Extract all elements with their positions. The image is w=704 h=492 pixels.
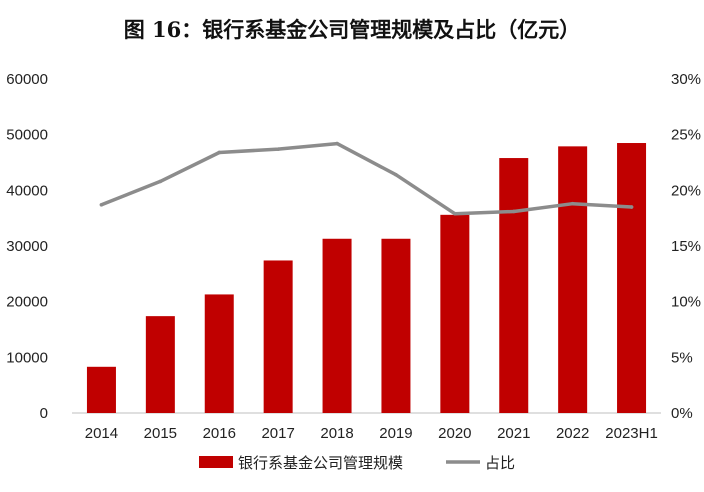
share-point bbox=[394, 172, 398, 177]
right-tick-label: 20% bbox=[671, 182, 701, 199]
x-tick-label: 2022 bbox=[556, 425, 589, 442]
right-tick-label: 30% bbox=[671, 71, 701, 88]
x-tick-label: 2015 bbox=[144, 425, 177, 442]
bar bbox=[86, 366, 116, 413]
left-tick-label: 50000 bbox=[6, 127, 48, 144]
left-tick-label: 30000 bbox=[6, 238, 48, 255]
x-axis-labels: 2014 2015 2016 2017 2018 2019 2020 2021 2022 2023… bbox=[85, 425, 658, 442]
x-tick-label: 2018 bbox=[320, 425, 353, 442]
right-tick-label: 10% bbox=[671, 294, 701, 311]
share-point bbox=[99, 203, 104, 207]
share-point bbox=[570, 201, 575, 206]
left-tick-label: 40000 bbox=[6, 182, 48, 199]
share-point bbox=[276, 147, 280, 151]
share-point bbox=[629, 205, 634, 209]
x-tick-label: 2023H1 bbox=[605, 425, 658, 442]
x-tick-label: 2020 bbox=[438, 425, 471, 442]
share-point bbox=[217, 150, 222, 155]
share-point bbox=[511, 209, 516, 214]
left-tick-label: 10000 bbox=[6, 349, 48, 366]
right-tick-label: 25% bbox=[671, 127, 701, 144]
left-tick-label: 60000 bbox=[6, 71, 48, 88]
bar bbox=[440, 214, 470, 413]
right-tick-label: 0% bbox=[671, 405, 693, 422]
x-tick-label: 2014 bbox=[85, 425, 118, 442]
share-line bbox=[99, 141, 634, 216]
right-tick-label: 15% bbox=[671, 238, 701, 255]
right-axis-ticks: 0% 5% 10% 15% 20% 25% 30% bbox=[671, 71, 701, 422]
bar bbox=[381, 238, 411, 413]
share-point bbox=[453, 211, 457, 216]
bar bbox=[499, 158, 529, 413]
x-tick-label: 2019 bbox=[379, 425, 412, 442]
x-tick-label: 2021 bbox=[497, 425, 530, 442]
bar bbox=[558, 146, 588, 413]
right-tick-label: 5% bbox=[671, 349, 693, 366]
bar-series bbox=[86, 143, 647, 413]
bar bbox=[204, 294, 234, 413]
bar bbox=[145, 316, 175, 413]
legend-bar-swatch bbox=[199, 456, 233, 468]
legend: 银行系基金公司管理规模 占比 bbox=[199, 454, 515, 472]
left-tick-label: 20000 bbox=[6, 294, 48, 311]
x-tick-label: 2016 bbox=[203, 425, 236, 442]
bar bbox=[617, 143, 647, 413]
chart-title: 图 16：银行系基金公司管理规模及占比（亿元） bbox=[124, 17, 581, 42]
share-point bbox=[158, 179, 163, 184]
share-point bbox=[335, 141, 339, 146]
legend-bar-label: 银行系基金公司管理规模 bbox=[238, 454, 403, 472]
left-tick-label: 0 bbox=[40, 405, 48, 422]
left-axis-ticks: 0 10000 20000 30000 40000 50000 60000 bbox=[6, 71, 48, 422]
line-series bbox=[99, 141, 634, 216]
x-tick-label: 2017 bbox=[261, 425, 294, 442]
bar bbox=[263, 260, 293, 413]
bar bbox=[322, 238, 352, 413]
legend-line-label: 占比 bbox=[485, 454, 515, 472]
